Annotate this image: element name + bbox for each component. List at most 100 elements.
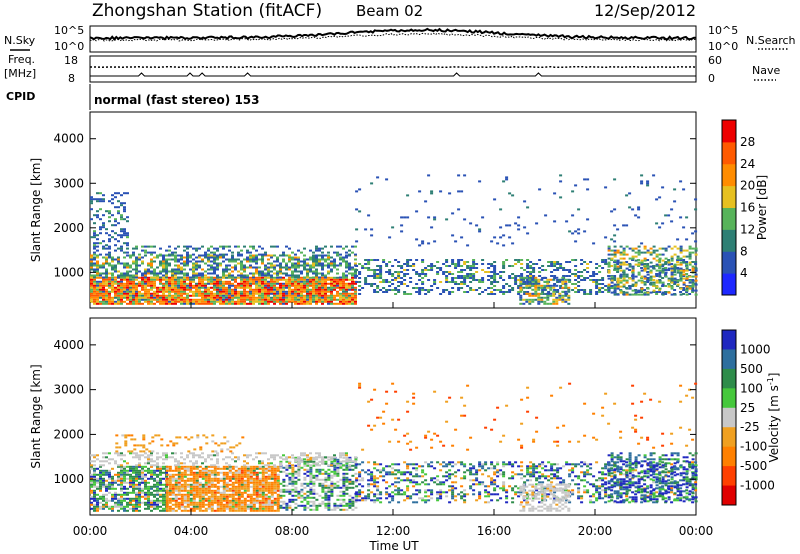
range-cell (201, 268, 204, 271)
range-cell (141, 467, 144, 470)
range-cell (108, 469, 111, 472)
range-cell (90, 481, 93, 484)
range-cell (336, 470, 340, 473)
range-cell (144, 491, 147, 494)
range-cell (610, 257, 614, 260)
range-cell (321, 276, 324, 279)
range-cell (246, 276, 249, 279)
range-cell (225, 495, 229, 498)
range-cell (679, 275, 683, 278)
range-cell (159, 499, 162, 502)
range-cell (315, 282, 318, 285)
range-cell (342, 292, 345, 295)
range-cell (243, 475, 247, 478)
range-cell (177, 479, 181, 482)
range-cell (303, 276, 306, 279)
range-cell (312, 464, 316, 467)
range-cell (267, 489, 271, 492)
range-cell (622, 275, 626, 278)
range-cell (99, 228, 102, 231)
range-cell (436, 261, 440, 263)
range-cell (114, 495, 117, 498)
range-cell (279, 496, 283, 499)
range-cell (525, 284, 529, 287)
colorbar-segment (722, 163, 736, 187)
range-cell (318, 278, 321, 281)
range-cell (135, 465, 138, 468)
range-cell (132, 276, 135, 279)
range-cell (108, 286, 111, 289)
range-cell (90, 208, 93, 211)
range-cell (667, 214, 671, 217)
range-cell (652, 285, 656, 287)
range-cell (619, 279, 623, 282)
range-cell (255, 501, 259, 504)
range-cell (321, 268, 324, 271)
range-cell (682, 271, 686, 273)
range-cell (312, 474, 316, 477)
range-cell (204, 479, 208, 482)
range-cell (156, 491, 159, 494)
range-cell (174, 276, 177, 279)
range-cell (93, 503, 96, 506)
range-cell (321, 302, 324, 305)
range-cell (574, 275, 578, 277)
range-cell (255, 479, 259, 482)
range-cell (138, 280, 141, 283)
range-cell (180, 278, 183, 281)
range-cell (93, 469, 96, 472)
range-cell (306, 272, 309, 275)
range-cell (421, 261, 425, 263)
range-cell (129, 467, 132, 470)
range-cell (294, 284, 297, 287)
range-cell (351, 292, 354, 295)
range-cell (297, 302, 300, 305)
range-cell (652, 257, 656, 260)
range-cell (141, 471, 144, 474)
range-cell (216, 286, 219, 289)
range-cell (210, 286, 213, 289)
range-cell (189, 503, 193, 506)
range-cell (324, 476, 328, 479)
range-cell (129, 491, 132, 494)
range-cell (537, 296, 541, 299)
range-cell (691, 281, 695, 284)
range-cell (213, 300, 216, 303)
range-cell (616, 265, 620, 268)
range-cell (288, 286, 291, 289)
range-cell (99, 479, 102, 482)
range-cell (102, 505, 105, 508)
range-cell (291, 474, 295, 477)
range-cell (397, 289, 401, 291)
range-cell (667, 285, 671, 288)
range-cell (198, 481, 202, 484)
range-cell (249, 292, 252, 295)
range-cell (162, 260, 165, 263)
range-cell (231, 256, 234, 259)
range-cell (297, 266, 300, 269)
range-cell (192, 298, 195, 301)
range-cell (252, 469, 256, 472)
range-cell (342, 492, 346, 495)
range-cell (354, 276, 357, 279)
range-cell (418, 275, 422, 277)
range-cell (667, 259, 671, 261)
range-cell (105, 493, 108, 496)
range-cell (318, 288, 321, 291)
range-cell (451, 259, 455, 261)
range-cell (264, 251, 267, 254)
range-cell (267, 254, 270, 257)
range-cell (234, 286, 237, 289)
range-cell (555, 296, 559, 299)
range-cell (673, 277, 677, 280)
range-cell (613, 253, 617, 256)
y-tick-label: 2000 (53, 221, 84, 235)
range-cell (249, 296, 252, 299)
range-cell (141, 262, 144, 265)
range-cell (679, 216, 683, 219)
range-cell (373, 283, 377, 285)
range-cell (252, 296, 255, 299)
range-cell (180, 268, 183, 271)
range-cell (201, 276, 204, 279)
range-cell (150, 491, 153, 494)
